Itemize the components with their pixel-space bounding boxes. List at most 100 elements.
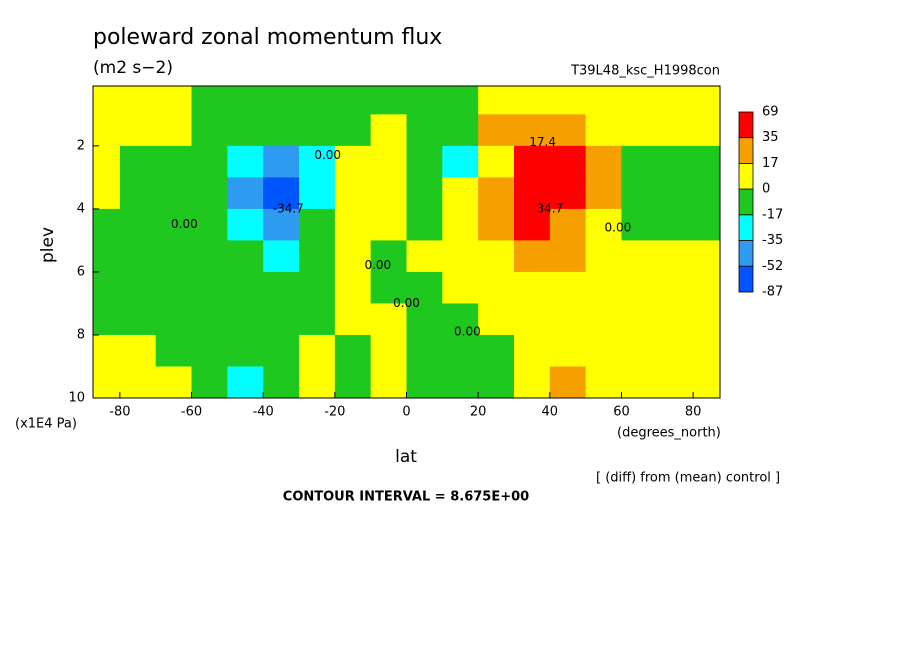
field-cell (621, 208, 658, 241)
field-cell (155, 86, 193, 115)
x-tick-label: -20 (324, 405, 345, 420)
field-cell (585, 145, 622, 178)
field-cell (657, 240, 694, 273)
y-axis-label: plev (38, 227, 58, 263)
field-cell (478, 177, 515, 210)
field-cell (693, 303, 720, 336)
field-cell (263, 145, 300, 178)
field-cell (549, 240, 587, 273)
field-cell (657, 208, 694, 241)
field-cell (334, 177, 372, 210)
field-cell (334, 86, 372, 115)
field-cell (585, 177, 622, 210)
field-cell (334, 271, 372, 304)
contour-label: 0.00 (393, 296, 420, 310)
field-cell (155, 366, 193, 398)
field-cell (442, 366, 479, 398)
field-cell (513, 208, 551, 241)
field-cell (513, 271, 551, 304)
field-cell (406, 271, 443, 304)
contour-label: 0.00 (364, 258, 391, 272)
field-cell (93, 240, 121, 273)
field-cell (93, 271, 121, 304)
field-cell (513, 366, 551, 398)
field-cell (119, 240, 157, 273)
field-cell (406, 366, 443, 398)
field-cell (621, 240, 658, 273)
field-cell (119, 334, 157, 367)
field-cell (191, 208, 228, 241)
field-cell (155, 177, 193, 210)
field-cell (406, 240, 443, 273)
field-cell (513, 145, 551, 178)
field (93, 86, 720, 398)
field-cell (370, 334, 407, 367)
field-cell (657, 366, 694, 398)
field-cell (442, 86, 479, 115)
x-tick-label: 20 (470, 405, 487, 420)
field-cell (119, 271, 157, 304)
field-cell (155, 114, 193, 147)
field-cell (693, 145, 720, 178)
y-unit: (x1E4 Pa) (15, 417, 77, 432)
field-cell (93, 145, 121, 178)
field-cell (406, 86, 443, 115)
field-cell (549, 303, 587, 336)
x-tick-label: -80 (109, 405, 130, 420)
field-cell (513, 114, 551, 147)
field-cell (155, 208, 193, 241)
field-cell (585, 271, 622, 304)
field-cell (119, 86, 157, 115)
field-cell (227, 303, 264, 336)
colorbar-box (738, 137, 754, 164)
field-cell (657, 334, 694, 367)
field-cell (263, 240, 300, 273)
field-cell (513, 86, 551, 115)
field-cell (370, 86, 407, 115)
field-cell (263, 208, 300, 241)
field-cell (585, 86, 622, 115)
field-cell (549, 271, 587, 304)
field-cell (406, 303, 443, 336)
note: [ (diff) from (mean) control ] (596, 471, 780, 486)
colorbar-label: 0 (762, 182, 770, 197)
field-cell (621, 271, 658, 304)
field-cell (370, 208, 407, 241)
field-cell (93, 366, 121, 398)
field-cell (693, 366, 720, 398)
field-cell (442, 303, 479, 336)
field-cell (191, 366, 228, 398)
field-cell (621, 303, 658, 336)
field-cell (442, 114, 479, 147)
field-cell (549, 86, 587, 115)
field-cell (155, 334, 193, 367)
contour-label: -34.7 (273, 201, 304, 215)
field-cell (370, 114, 407, 147)
field-cell (299, 240, 336, 273)
field-cell (227, 86, 264, 115)
field-cell (406, 177, 443, 210)
field-cell (585, 334, 622, 367)
field-cell (406, 208, 443, 241)
field-cell (227, 114, 264, 147)
field-cell (657, 145, 694, 178)
field-cell (191, 86, 228, 115)
field-cell (227, 145, 264, 178)
field-cell (549, 208, 587, 241)
field-cell (227, 208, 264, 241)
colorbar-label: -17 (762, 207, 783, 222)
field-cell (442, 145, 479, 178)
field-cell (693, 114, 720, 147)
field-cell (406, 145, 443, 178)
field-cell (299, 303, 336, 336)
field-cell (549, 177, 587, 210)
field-cell (478, 145, 515, 178)
field-cell (334, 334, 372, 367)
field-cell (119, 114, 157, 147)
field-cell (370, 177, 407, 210)
field-cell (693, 271, 720, 304)
contour-label: 17.4 (529, 135, 556, 149)
field-cell (478, 303, 515, 336)
field-cell (693, 334, 720, 367)
